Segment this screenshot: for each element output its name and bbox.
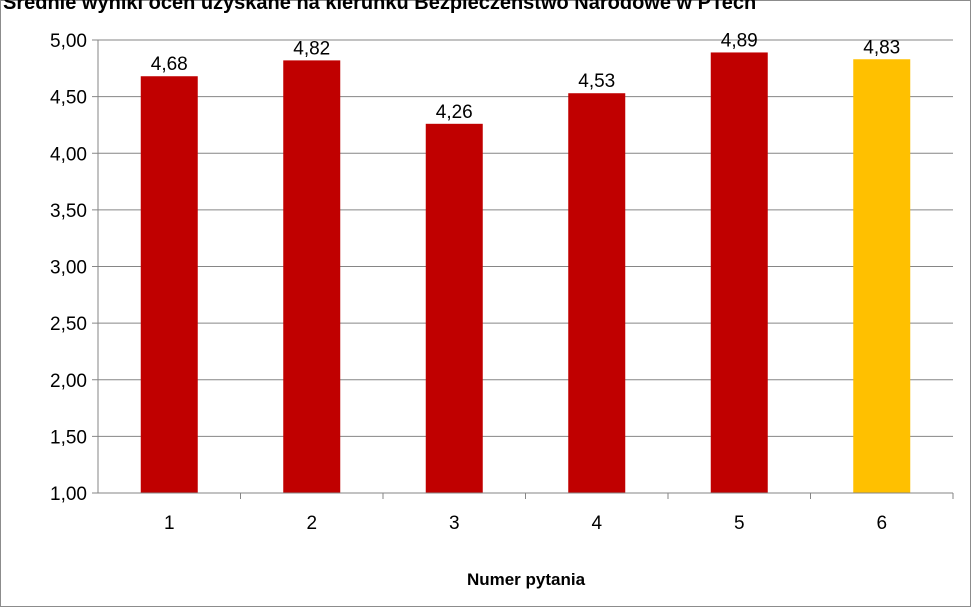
bar-2 [283,60,341,493]
data-label: 4,83 [863,37,900,58]
bar-3 [425,123,483,494]
bars [140,52,911,494]
y-tick-label: 1,00 [50,484,87,505]
x-axis-label: Numer pytania [467,570,586,589]
x-tick-label: 6 [876,513,887,534]
axes [92,39,954,499]
y-tick-label: 3,50 [50,201,87,222]
x-tick-label: 5 [734,513,745,534]
grid-lines [98,39,953,437]
y-tick-label: 4,00 [50,144,87,165]
x-tick-label: 1 [164,513,175,534]
y-tick-label: 1,50 [50,427,87,448]
bar-5 [710,52,768,494]
data-label: 4,82 [293,38,330,59]
bar-1 [140,76,198,494]
data-label: 4,26 [436,102,473,123]
bar-6 [853,59,911,493]
x-tick-label: 4 [591,513,602,534]
x-tick-label: 3 [449,513,460,534]
y-tick-label: 2,00 [50,371,87,392]
data-label: 4,53 [578,71,615,92]
y-tick-label: 4,50 [50,88,87,109]
x-tick-label: 2 [306,513,317,534]
chart-title: Średnie wyniki ocen uzyskane na kierunku… [3,0,757,14]
data-label: 4,89 [721,30,758,51]
data-label: 4,68 [151,54,188,75]
labels: 1,00 1,50 2,00 2,50 3,00 3,50 4,00 4,50 5,00 1 4,6… [50,30,900,534]
y-tick-label: 2,50 [50,314,87,335]
y-tick-label: 5,00 [50,31,87,52]
bar-4 [568,93,626,493]
y-tick-label: 3,00 [50,258,87,279]
